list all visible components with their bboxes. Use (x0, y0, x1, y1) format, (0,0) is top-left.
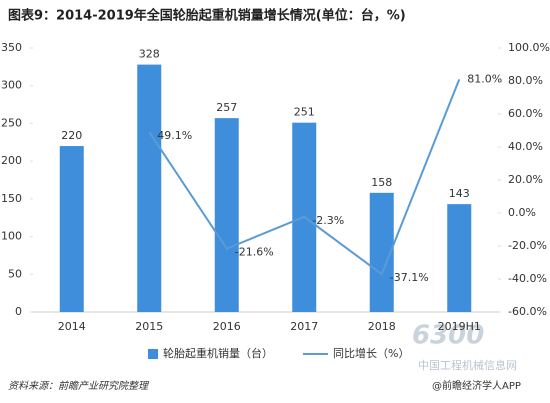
line-label: 49.1% (157, 129, 192, 142)
legend-label: 同比增长（%） (333, 346, 409, 360)
line-label: 81.0% (467, 72, 502, 85)
line (148, 78, 461, 276)
y2-tick-label: -40.0% (508, 272, 547, 285)
legend-label: 轮胎起重机销量（台） (163, 346, 273, 360)
watermark: 6300 (412, 321, 484, 351)
y2-tick-label: 0.0% (508, 206, 536, 219)
chart-title: 图表9：2014-2019年全国轮胎起重机销量增长情况(单位：台，%) (8, 8, 406, 24)
x-tick-label: 2014 (58, 320, 86, 333)
y2-tick-label: -20.0% (508, 239, 547, 252)
bar (59, 146, 84, 312)
y-tick-label: 100 (1, 230, 22, 243)
line-label: -37.1% (390, 271, 429, 284)
y2-tick-label: 60.0% (508, 107, 543, 120)
x-tick-label: 2017 (290, 320, 318, 333)
y2-tick-label: -60.0% (508, 305, 547, 318)
y2-tick-label: 40.0% (508, 140, 543, 153)
y-tick-label: 200 (1, 154, 22, 167)
watermark: @前瞻经济学人APP (432, 379, 521, 392)
line-label: -2.3% (312, 214, 344, 227)
bar-label: 158 (371, 176, 392, 189)
y-tick-label: 250 (1, 116, 22, 129)
bar-label: 251 (294, 106, 315, 119)
y-tick-label: 50 (8, 267, 22, 280)
bar-label: 143 (449, 187, 470, 200)
y-tick-label: 300 (1, 79, 22, 92)
y2-tick-label: 20.0% (508, 173, 543, 186)
line-label: -21.6% (235, 246, 274, 259)
y-tick-label: 0 (15, 305, 22, 318)
x-tick-label: 2015 (135, 320, 163, 333)
y-tick-label: 350 (1, 41, 22, 54)
bar-label: 257 (216, 101, 237, 114)
source: 资料来源：前瞻产业研究院整理 (8, 380, 150, 392)
x-tick-label: 2016 (213, 320, 241, 333)
y-tick-label: 150 (1, 192, 22, 205)
bar-label: 328 (139, 48, 160, 61)
x-tick-label: 2019H1 (438, 320, 481, 333)
x-tick-label: 2018 (368, 320, 396, 333)
watermark: 中国工程机械信息网 (418, 358, 517, 372)
bar (214, 118, 239, 312)
bar (137, 64, 162, 312)
legend-swatch (148, 349, 158, 359)
bar-label: 220 (61, 129, 82, 142)
y2-tick-label: 80.0% (508, 74, 543, 87)
y2-tick-label: 100.0% (508, 41, 550, 54)
bar (447, 204, 472, 312)
